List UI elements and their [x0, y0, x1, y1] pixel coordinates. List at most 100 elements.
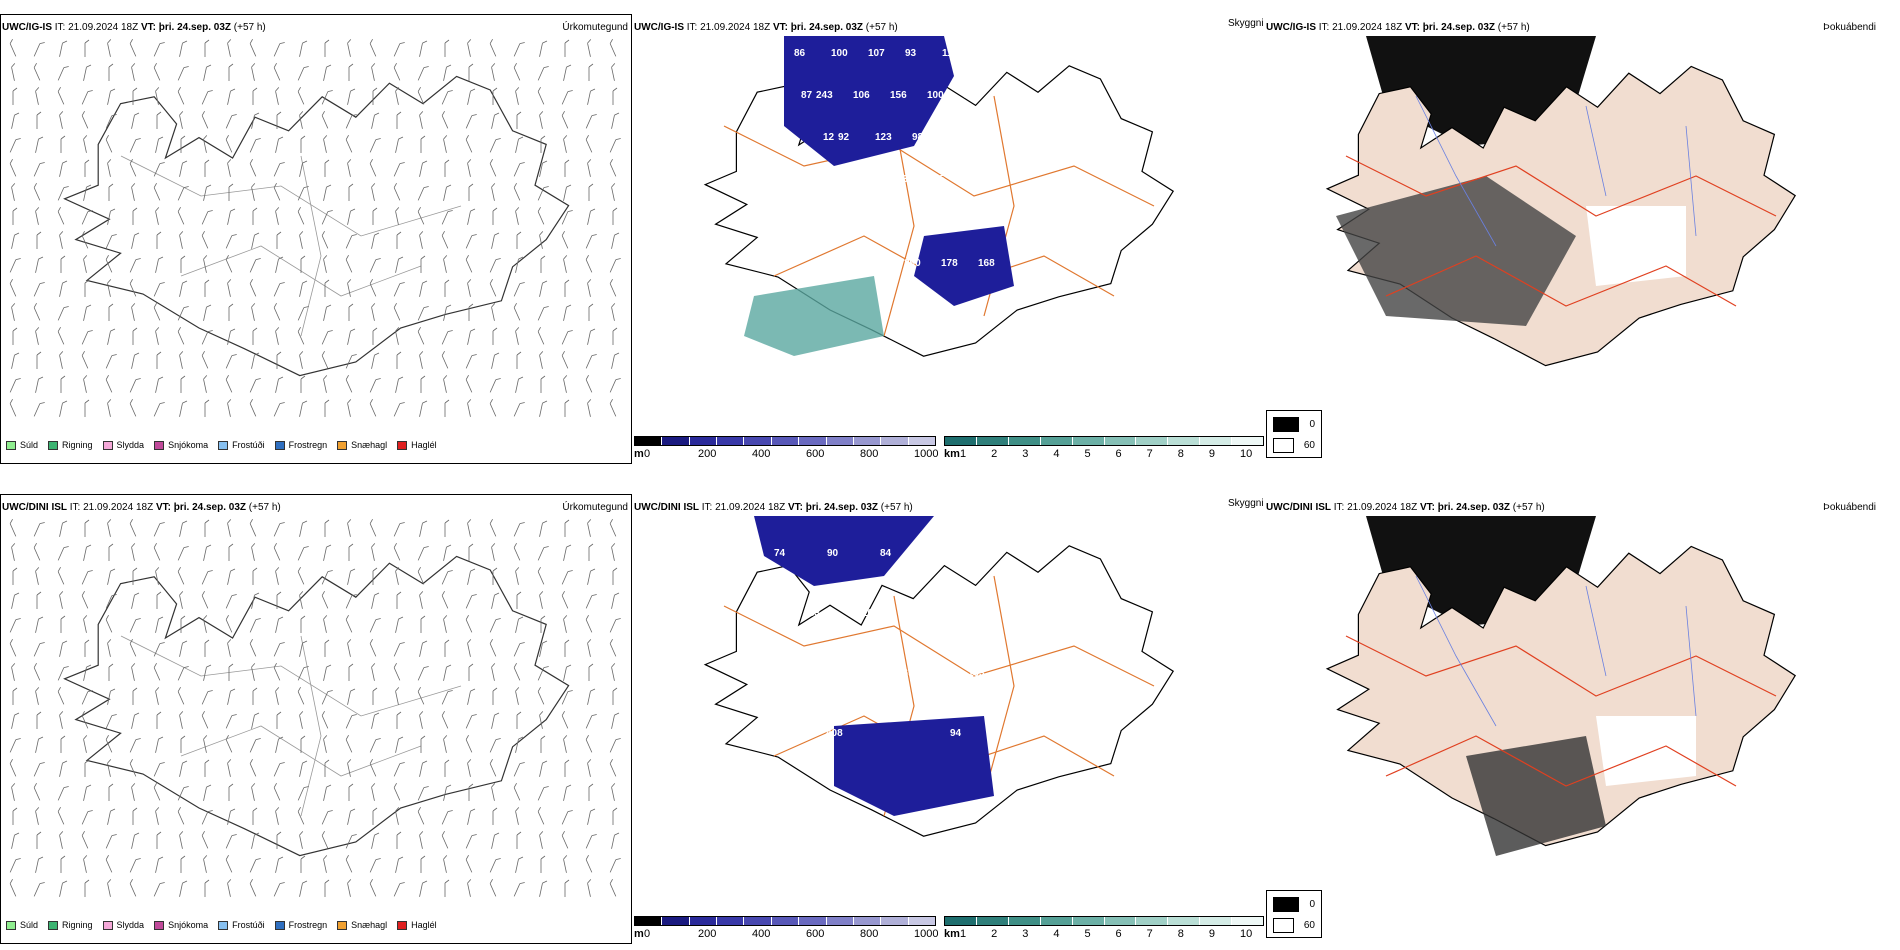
precip-legend-item: Haglél	[397, 440, 437, 450]
colorbar-cell	[1008, 917, 1041, 925]
colorbar-cell	[1104, 437, 1137, 445]
precip-legend-item: Súld	[6, 440, 38, 450]
colorbar-tick: 0	[644, 448, 651, 460]
cloud-base-label: 97	[993, 216, 1005, 227]
cloud-base-label: 97	[949, 132, 961, 143]
precip-legend-swatch	[48, 440, 59, 450]
vt-label: VT:	[1404, 22, 1420, 33]
precip-legend-swatch	[274, 440, 285, 450]
precip-legend-label: Súld	[20, 440, 39, 450]
precip-legend-swatch	[218, 440, 229, 450]
fog-legend-item: 0	[1273, 897, 1315, 912]
precip-legend-label: Frostúði	[232, 440, 265, 450]
visibility-colorbar	[944, 436, 1264, 446]
cloud-base-label: 99	[915, 608, 927, 619]
precip-legend-swatch	[48, 920, 59, 930]
precip-legend-swatch	[274, 920, 285, 930]
colorbar-tick: 200	[698, 448, 717, 460]
cloud-base-unit: m	[634, 448, 644, 460]
colorbar-cell	[1040, 917, 1073, 925]
precip-legend-swatch	[154, 920, 165, 930]
model-name: UWC/IG-IS	[2, 22, 52, 33]
it-value: 21.09.2024 18Z	[1332, 22, 1403, 33]
cloud-base-label: 84	[880, 548, 892, 559]
colorbar-cell	[635, 917, 663, 925]
visibility-colorbar	[944, 916, 1264, 926]
precip-title: Úrkomutegund	[562, 502, 628, 513]
model-name: UWC/DINI ISL	[634, 502, 699, 513]
fog-legend-swatch	[1273, 438, 1294, 453]
colorbar-tick: 8	[1177, 448, 1184, 460]
cloud-base-label: 75	[791, 668, 803, 679]
cloud-base-label: 106	[862, 608, 879, 619]
visibility-ticks: 1 2 3 4 5 6 7 8 9 10	[960, 448, 1260, 462]
precip-legend-item: Rigning	[48, 440, 93, 450]
fog-title: Þokuábendi	[1823, 22, 1876, 33]
precip-legend-label: Snæhagl	[351, 440, 388, 450]
cloud-base-label: 101	[964, 90, 981, 101]
it-label: IT:	[1333, 502, 1345, 513]
precip-panel-header: UWC/DINI ISL IT: 21.09.2024 18Z VT: þri.…	[2, 502, 281, 514]
precip-map-frame	[0, 494, 632, 944]
colorbar-tick: 5	[1084, 448, 1091, 460]
colorbar-cell	[881, 917, 909, 925]
vt-value: þri. 24.sep. 03Z	[805, 502, 879, 513]
cloud-base-map: 74 90 84 92 93 83 106 99 103 75 104 169 94 851 408	[703, 516, 1175, 837]
precip-legend-swatch	[154, 440, 165, 450]
cloud-base-label: 92	[933, 548, 945, 559]
vt-label: VT:	[140, 22, 156, 33]
fog-legend-label: 60	[1303, 440, 1315, 451]
precip-legend-label: Slydda	[116, 440, 145, 450]
precip-legend-label: Snjókoma	[168, 920, 209, 930]
precip-legend-item: Rigning	[48, 920, 93, 930]
cloud-base-label: 92	[838, 132, 850, 143]
colorbar-cell	[662, 437, 690, 445]
cloud-base-colorbar	[634, 916, 936, 926]
colorbar-cell	[689, 917, 718, 925]
vt-value: þri. 24.sep. 03Z	[173, 502, 247, 513]
cloud-base-label: 89	[830, 216, 842, 227]
colorbar-tick: 400	[752, 928, 771, 940]
cloud-base-ticks: 0 200 400 600 800 1000	[644, 448, 938, 462]
lead-time: (+57 h)	[1512, 502, 1545, 513]
row-1: UWC/IG-IS IT: 21.09.2024 18Z VT: þri. 24…	[0, 0, 1900, 470]
it-value: 21.09.2024 18Z	[1347, 502, 1418, 513]
precip-legend-swatch	[102, 920, 113, 930]
colorbar-tick: 4	[1053, 448, 1060, 460]
cloud-base-colorbar	[634, 436, 936, 446]
fog-map	[1325, 36, 1797, 367]
lead-time: (+57 h)	[880, 502, 913, 513]
visibility-corner-label: Skyggni	[1228, 18, 1264, 29]
it-value: 21.09.2024 18Z	[700, 22, 771, 33]
colorbar-cell	[976, 917, 1009, 925]
precip-legend-item: Snjókoma	[154, 920, 208, 930]
colorbar-tick: 4	[1053, 928, 1060, 940]
colorbar-tick: 400	[752, 448, 771, 460]
colorbar-cell	[1232, 917, 1264, 925]
fog-legend-label: 0	[1309, 419, 1315, 430]
colorbar-cell	[717, 917, 745, 925]
cloud-base-label: 98	[912, 132, 924, 143]
colorbar-cell	[635, 437, 663, 445]
cloud-base-ticks: 0 200 400 600 800 1000	[644, 928, 938, 942]
precip-legend-label: Slydda	[116, 920, 145, 930]
colorbar-cell	[1168, 917, 1201, 925]
precip-legend-item: Frostregn	[274, 440, 327, 450]
cloud-base-label: 86	[794, 48, 806, 59]
vt-value: þri. 24.sep. 03Z	[1422, 22, 1496, 33]
precip-legend-swatch	[337, 920, 348, 930]
fog-legend-swatch	[1273, 918, 1294, 933]
precip-legend-label: Frostregn	[288, 920, 328, 930]
colorbar-tick: 9	[1208, 928, 1215, 940]
colorbar-tick: 5	[1084, 928, 1091, 940]
precip-legend-label: Rigning	[62, 920, 93, 930]
colorbar-cell	[717, 437, 745, 445]
colorbar-tick: 800	[860, 448, 879, 460]
colorbar-tick: 10	[1240, 928, 1253, 940]
cloud-base-label: 235	[979, 48, 996, 59]
colorbar-cell	[908, 917, 935, 925]
vt-label: VT:	[772, 22, 788, 33]
precip-legend-label: Snjókoma	[168, 440, 209, 450]
precip-legend-swatch	[6, 920, 16, 930]
cloud-base-label: 74	[774, 548, 786, 559]
